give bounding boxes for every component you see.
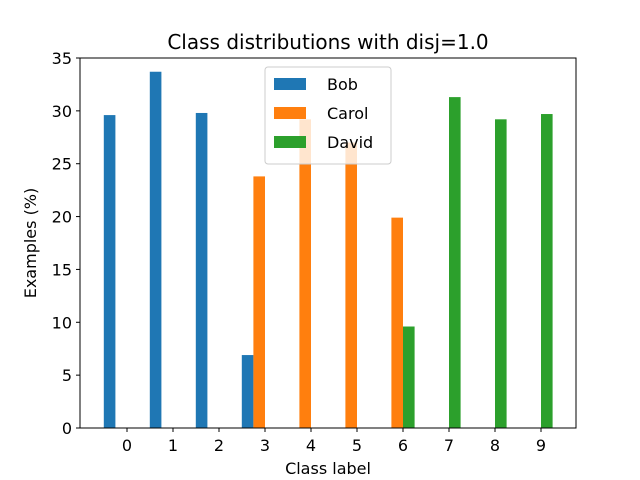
bar-carol-6 [391, 217, 403, 428]
y-tick-label: 25 [52, 155, 72, 174]
plot-frame [79, 57, 577, 429]
bar-david-6 [403, 326, 415, 428]
y-ticks: 0 5 10 15 20 25 30 35 [52, 49, 80, 438]
x-tick-label: 3 [260, 436, 270, 455]
bar-david-7 [449, 97, 461, 429]
bar-david-8 [495, 119, 507, 428]
x-tick-label: 7 [444, 436, 454, 455]
x-tick-label: 1 [168, 436, 178, 455]
bar-carol-4 [299, 119, 311, 428]
bar-bob-1 [149, 71, 162, 429]
x-tick-label: 5 [352, 436, 362, 455]
bar-david-9 [541, 114, 553, 428]
y-tick-label: 20 [52, 208, 72, 227]
y-tick-label: 0 [62, 419, 72, 438]
x-tick-label: 2 [214, 436, 224, 455]
legend-swatch-carol [274, 107, 306, 119]
y-tick-label: 10 [52, 313, 72, 332]
bar-bob-0 [103, 115, 116, 428]
x-tick-label: 8 [490, 436, 500, 455]
chart-title: Class distributions with disj=1.0 [167, 30, 488, 54]
y-tick-label: 35 [52, 49, 72, 68]
y-axis-label: Examples (%) [21, 188, 40, 299]
x-axis-label: Class label [285, 459, 371, 478]
legend-label-bob: Bob [327, 75, 358, 94]
bar-bob-2 [195, 112, 208, 428]
x-tick-label: 4 [306, 436, 316, 455]
x-ticks: 0 1 2 3 4 5 6 7 8 9 [122, 428, 546, 455]
legend: Bob Carol David [264, 66, 392, 165]
bar-carol-3 [253, 176, 265, 428]
bar-carol-5 [345, 142, 357, 428]
bars-group [103, 71, 553, 429]
bar-bob-3 [241, 355, 254, 428]
x-tick-label: 0 [122, 436, 132, 455]
x-tick-label: 6 [398, 436, 408, 455]
y-tick-label: 15 [52, 260, 72, 279]
y-tick-label: 5 [62, 366, 72, 385]
legend-swatch-bob [274, 78, 306, 90]
x-tick-label: 9 [536, 436, 546, 455]
legend-label-david: David [327, 133, 373, 152]
legend-swatch-david [274, 136, 306, 148]
legend-label-carol: Carol [327, 104, 368, 123]
y-tick-label: 30 [52, 102, 72, 121]
